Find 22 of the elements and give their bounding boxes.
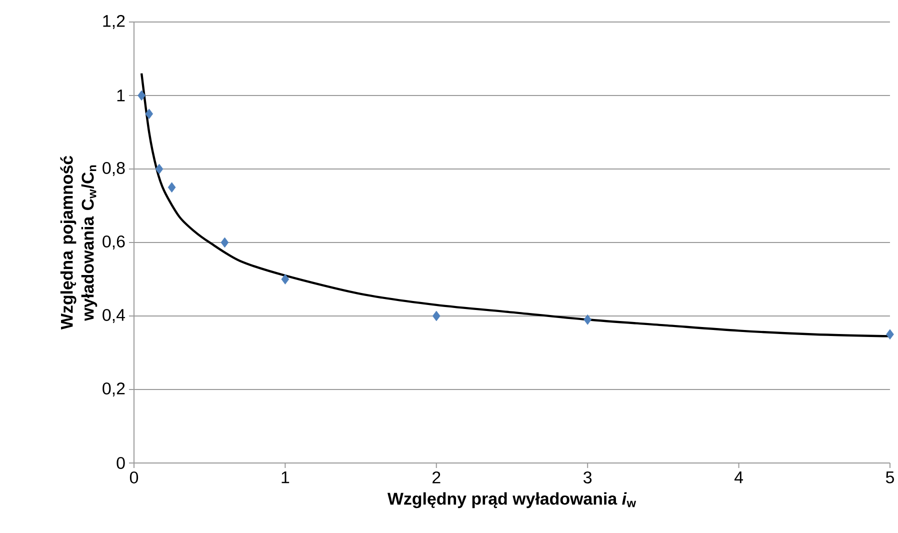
point (168, 182, 176, 193)
point (584, 314, 592, 325)
y-tick-label: 0,6 (102, 235, 125, 250)
y-tick-label: 0,4 (102, 308, 125, 323)
point (145, 108, 154, 120)
y-tick-label: 0,2 (102, 382, 125, 396)
x-tick-label: 5 (886, 471, 894, 484)
point (220, 237, 229, 248)
x-tick-label: 4 (734, 471, 743, 484)
y-tick-label: 1,2 (103, 15, 125, 29)
point (155, 164, 164, 174)
x-tick-label: 1 (282, 471, 290, 484)
x-tick-label: 0 (130, 471, 138, 484)
point (432, 310, 440, 322)
y-tick-label: 0 (116, 456, 125, 469)
y-tick-label: 1 (117, 90, 125, 102)
x-tick-label: 3 (584, 471, 592, 484)
x-tick-label: 2 (432, 471, 440, 484)
point (138, 90, 146, 101)
y-tick-label: 0,8 (102, 162, 125, 176)
point (281, 274, 290, 284)
x-axis-title: Względny prąd wyładowania i$_{w}$ (387, 492, 636, 508)
